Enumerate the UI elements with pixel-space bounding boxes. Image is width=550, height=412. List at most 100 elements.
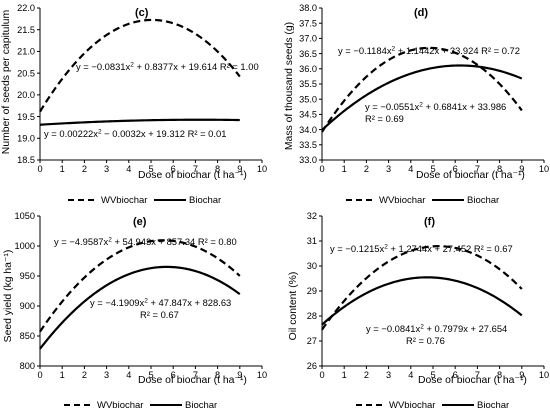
panel-d-y-tick-label: 34.0 bbox=[299, 125, 317, 135]
panel-e-legend-label-biochar: Biochar bbox=[185, 400, 217, 411]
panel-d-letter: (d) bbox=[414, 7, 428, 19]
panel-e-y-tick-label: 950 bbox=[20, 271, 35, 281]
panel-d-ylabel: Mass of thousand seeds (g) bbox=[284, 22, 295, 150]
panel-c-legend: WVbiochar Biochar bbox=[68, 195, 221, 206]
panel-d-equation-biochar-r2: R² = 0.69 bbox=[365, 113, 404, 124]
panel-c-y-tick-label: 21.0 bbox=[17, 47, 35, 57]
panel-f-x-tick-label: 9 bbox=[519, 370, 524, 380]
panel-f-x-tick-label: 8 bbox=[497, 370, 502, 380]
panel-c-legend-label-wvbiochar: WVbiochar bbox=[101, 195, 147, 206]
panel-e-xlabel: Dose of biochar (t ha⁻¹) bbox=[138, 375, 247, 386]
panel-c-y-tick-label: 19.0 bbox=[17, 133, 35, 143]
panel-c-legend-label-biochar: Biochar bbox=[189, 195, 221, 206]
panel-c-x-tick-label: 8 bbox=[215, 164, 220, 174]
panel-e-x-tick-label: 10 bbox=[257, 370, 267, 380]
panel-f-equation-wvbiochar: y = −0.1215x2 + 1.2744x + 27.452 R² = 0.… bbox=[330, 243, 513, 254]
panel-d-x-tick-label: 3 bbox=[386, 164, 391, 174]
panel-f-equation-biochar: y = −0.0841x2 + 0.7979x + 27.654 bbox=[366, 323, 507, 334]
panel-f-legend-label-wvbiochar: WVbiochar bbox=[389, 400, 435, 411]
panel-c-x-tick-label: 6 bbox=[171, 164, 176, 174]
panel-e-x-tick-label: 7 bbox=[193, 370, 198, 380]
panel-d-curve-biochar bbox=[321, 64, 523, 131]
panel-d-x-tick-label: 10 bbox=[539, 164, 549, 174]
panel-c-x-tick-label: 10 bbox=[257, 164, 267, 174]
panel-c-x-tick-label: 5 bbox=[148, 164, 153, 174]
panel-d-x-tick-label: 4 bbox=[408, 164, 413, 174]
panel-e-ylabel: Seed yield (kg ha⁻¹) bbox=[3, 250, 14, 343]
panel-f-x-tick-label: 3 bbox=[386, 370, 391, 380]
panel-e: 0 1 2 3 4 5 6 7 8 9 10 800 850 900 950 1000 1050 (e) Dos… bbox=[3, 211, 267, 411]
panel-e-y-tick-label: 800 bbox=[20, 361, 35, 371]
panel-d-x-tick-label: 2 bbox=[364, 164, 369, 174]
panel-c-x-tick-label: 9 bbox=[237, 164, 242, 174]
panel-f-letter: (f) bbox=[424, 216, 435, 228]
panel-c-curve-wvbiochar bbox=[39, 18, 241, 113]
panel-c-x-tick-label: 1 bbox=[60, 164, 65, 174]
panel-e-x-tick-label: 1 bbox=[60, 370, 65, 380]
panel-e-y-tick-label: 1000 bbox=[15, 241, 35, 251]
panel-d-xlabel: Dose of biochar (t ha⁻¹) bbox=[416, 170, 525, 181]
panel-d-y-tick-label: 38.0 bbox=[299, 3, 317, 13]
panel-e-x-tick-label: 5 bbox=[148, 370, 153, 380]
panel-d-plot-area: 0 1 2 3 4 5 6 7 8 9 10 33.0 33.5 34.0 34.5 35.0 35.5 36.0… bbox=[299, 3, 549, 174]
panel-c-equation-biochar: y = 0.00222x2 − 0.0032x + 19.312 R² = 0.… bbox=[44, 128, 226, 139]
panel-d-y-tick-label: 36.5 bbox=[299, 49, 317, 59]
panel-e-equation-biochar-r2: R² = 0.67 bbox=[140, 309, 179, 320]
panel-e-equation-biochar: y = −4.1909x2 + 47.847x + 828.63 bbox=[90, 297, 231, 308]
panel-e-y-tick-label: 900 bbox=[20, 301, 35, 311]
panel-f-x-tick-label: 10 bbox=[539, 370, 549, 380]
panel-d-y-tick-label: 33.5 bbox=[299, 140, 317, 150]
panel-d-x-tick-label: 0 bbox=[319, 164, 324, 174]
panel-d-legend: WVbiochar Biochar bbox=[346, 195, 499, 206]
panel-d-x-tick-label: 5 bbox=[430, 164, 435, 174]
panel-f-x-tick-label: 2 bbox=[364, 370, 369, 380]
panel-d: 0 1 2 3 4 5 6 7 8 9 10 33.0 33.5 34.0 34.5 35.0 35.5 36.0… bbox=[284, 3, 549, 206]
panel-e-plot-area: 0 1 2 3 4 5 6 7 8 9 10 800 850 900 950 1000 1050 bbox=[15, 211, 268, 380]
panel-c-x-tick-label: 0 bbox=[37, 164, 42, 174]
panel-e-y-tick-label: 1050 bbox=[15, 211, 35, 221]
panel-c: 0 1 2 3 4 5 6 7 8 9 10 18.5 19.0 19.5 20.0 20.5 21.0 21.5… bbox=[1, 3, 267, 206]
panel-d-y-tick-label: 35.0 bbox=[299, 94, 317, 104]
panel-e-x-tick-label: 2 bbox=[82, 370, 87, 380]
panel-c-y-tick-label: 18.5 bbox=[17, 155, 35, 165]
panel-f-y-tick-label: 30 bbox=[307, 261, 317, 271]
panel-d-x-tick-label: 8 bbox=[497, 164, 502, 174]
panel-e-x-tick-label: 4 bbox=[126, 370, 131, 380]
panel-f-y-tick-label: 28 bbox=[307, 311, 317, 321]
panel-f: 0 1 2 3 4 5 6 7 8 9 10 26 27 28 29 30 31 32 (f) Dose of b… bbox=[288, 211, 549, 411]
panel-f-ylabel: Oil content (%) bbox=[288, 272, 299, 341]
panel-f-curve-wvbiochar bbox=[321, 245, 523, 331]
panel-d-equation-biochar: y = −0.0551x2 + 0.6841x + 33.986 bbox=[365, 101, 506, 112]
panel-f-xlabel: Dose of biochar (t ha⁻¹) bbox=[418, 375, 527, 386]
panel-c-letter: (c) bbox=[135, 7, 149, 19]
panel-f-x-tick-label: 1 bbox=[342, 370, 347, 380]
panel-c-ylabel: Number of seeds per capitulum bbox=[1, 10, 12, 154]
panel-f-y-tick-label: 31 bbox=[307, 236, 317, 246]
panel-c-equation-wvbiochar: y = −0.0831x2 + 0.8377x + 19.614 R² = 1.… bbox=[76, 61, 259, 72]
panel-f-legend: WVbiochar Biochar bbox=[356, 400, 509, 411]
panel-e-x-tick-label: 3 bbox=[104, 370, 109, 380]
panel-c-x-tick-label: 2 bbox=[82, 164, 87, 174]
panel-f-x-tick-label: 5 bbox=[430, 370, 435, 380]
panel-f-x-tick-label: 4 bbox=[408, 370, 413, 380]
panel-f-legend-label-biochar: Biochar bbox=[477, 400, 509, 411]
panel-d-y-tick-label: 37.0 bbox=[299, 34, 317, 44]
panel-f-y-tick-label: 32 bbox=[307, 211, 317, 221]
panel-d-x-tick-label: 9 bbox=[519, 164, 524, 174]
panel-f-y-tick-label: 26 bbox=[307, 361, 317, 371]
panel-c-xlabel: Dose of biochar (t ha⁻¹) bbox=[138, 170, 247, 181]
panel-f-plot-area: 0 1 2 3 4 5 6 7 8 9 10 26 27 28 29 30 31 32 bbox=[307, 211, 549, 380]
panel-d-y-tick-label: 35.5 bbox=[299, 79, 317, 89]
panel-e-letter: (e) bbox=[133, 216, 147, 228]
panel-f-x-tick-label: 0 bbox=[319, 370, 324, 380]
panel-e-x-tick-label: 6 bbox=[171, 370, 176, 380]
panel-f-x-tick-label: 7 bbox=[475, 370, 480, 380]
panel-e-y-tick-label: 850 bbox=[20, 331, 35, 341]
panel-c-x-tick-label: 7 bbox=[193, 164, 198, 174]
panel-c-y-tick-label: 20.0 bbox=[17, 90, 35, 100]
panel-c-y-tick-label: 19.5 bbox=[17, 112, 35, 122]
panel-c-x-tick-label: 3 bbox=[104, 164, 109, 174]
panel-e-legend: WVbiochar Biochar bbox=[64, 400, 217, 411]
panel-d-curve-wvbiochar bbox=[321, 46, 523, 133]
